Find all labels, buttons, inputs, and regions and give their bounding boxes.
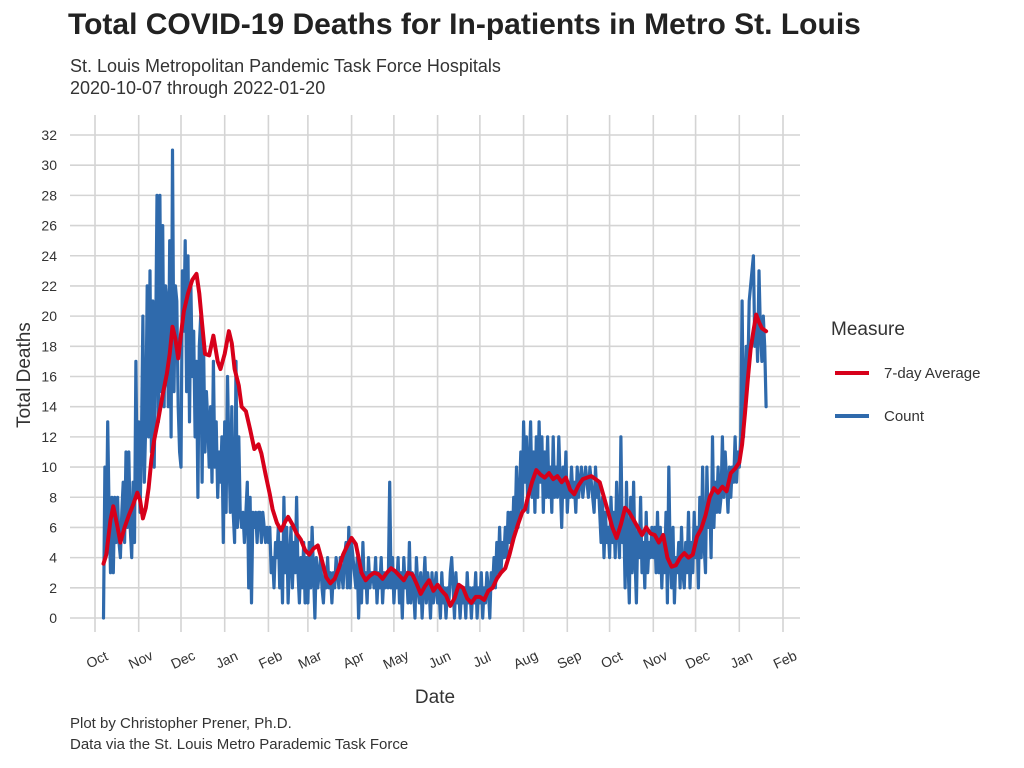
x-tick-label: Feb bbox=[256, 647, 285, 672]
chart-date-range: 2020-10-07 through 2022-01-20 bbox=[70, 78, 326, 98]
x-tick-label: Oct bbox=[84, 648, 111, 672]
y-tick-label: 16 bbox=[41, 369, 57, 385]
y-tick-label: 6 bbox=[49, 519, 57, 535]
y-tick-label: 28 bbox=[41, 187, 57, 203]
y-tick-label: 0 bbox=[49, 610, 57, 626]
x-tick-label: Nov bbox=[641, 647, 670, 672]
y-tick-label: 12 bbox=[41, 429, 57, 445]
y-tick-label: 2 bbox=[49, 580, 57, 596]
x-tick-label: Aug bbox=[511, 647, 540, 672]
y-tick-label: 26 bbox=[41, 218, 57, 234]
legend-key-average bbox=[835, 371, 869, 375]
y-tick-label: 14 bbox=[41, 399, 57, 415]
y-tick-label: 10 bbox=[41, 459, 57, 475]
x-tick-label: Nov bbox=[126, 647, 155, 672]
x-tick-label: Jan bbox=[728, 647, 755, 671]
y-tick-label: 30 bbox=[41, 157, 57, 173]
x-tick-label: Jan bbox=[213, 647, 240, 671]
caption-author: Plot by Christopher Prener, Ph.D. bbox=[70, 715, 292, 732]
y-tick-label: 22 bbox=[41, 278, 57, 294]
y-tick-label: 32 bbox=[41, 127, 57, 143]
series-layer bbox=[101, 148, 769, 620]
chart-subtitle: St. Louis Metropolitan Pandemic Task For… bbox=[70, 56, 501, 76]
legend-item-count: Count bbox=[835, 406, 924, 426]
x-tick-label: Mar bbox=[295, 647, 324, 672]
x-tick-label: Jul bbox=[470, 648, 493, 670]
x-axis-label: Date bbox=[415, 687, 455, 708]
average-line bbox=[101, 271, 769, 608]
x-tick-label: Sep bbox=[555, 647, 585, 672]
legend-title: Measure bbox=[831, 319, 905, 340]
y-tick-label: 24 bbox=[41, 248, 57, 264]
x-tick-label: Feb bbox=[771, 647, 800, 672]
legend-item-average: 7-day Average bbox=[835, 363, 980, 383]
x-tick-label: Dec bbox=[168, 647, 197, 672]
chart-title: Total COVID-19 Deaths for In-patients in… bbox=[68, 8, 861, 41]
legend-label-count: Count bbox=[884, 407, 925, 425]
x-tick-label: May bbox=[380, 647, 411, 673]
caption-source: Data via the St. Louis Metro Parademic T… bbox=[70, 736, 409, 753]
x-tick-label: Apr bbox=[340, 647, 367, 671]
y-tick-label: 18 bbox=[41, 338, 57, 354]
legend-key-count bbox=[835, 414, 869, 418]
legend-label-average: 7-day Average bbox=[884, 364, 981, 382]
x-tick-label: Oct bbox=[598, 648, 625, 672]
y-tick-label: 4 bbox=[49, 550, 57, 566]
y-axis-label: Total Deaths bbox=[14, 322, 35, 428]
y-tick-label: 20 bbox=[41, 308, 57, 324]
y-tick-label: 8 bbox=[49, 489, 57, 505]
x-axis-ticks: Oct Nov Dec Jan Feb Mar Apr May Jun Jul Aug Sep Oct N… bbox=[84, 647, 800, 673]
x-tick-label: Jun bbox=[426, 647, 453, 671]
x-tick-label: Dec bbox=[683, 647, 712, 672]
